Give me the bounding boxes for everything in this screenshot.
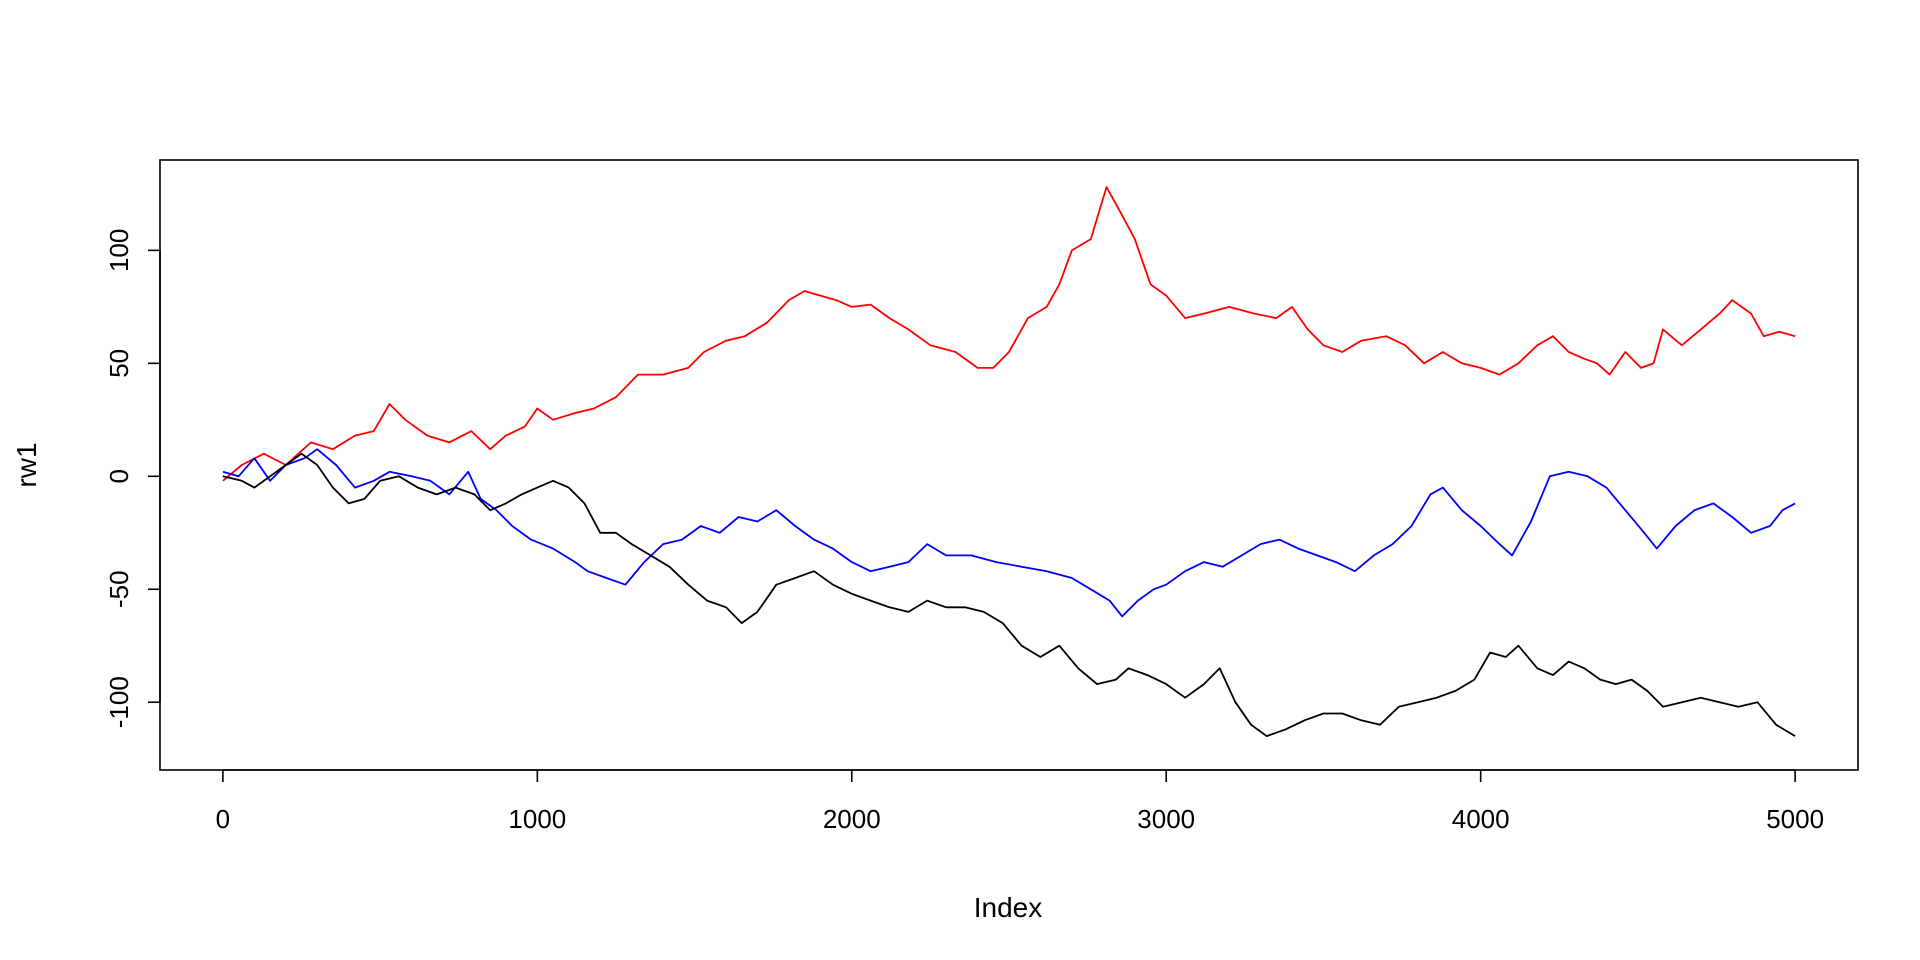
plot-frame xyxy=(159,159,1859,771)
series-layer xyxy=(222,186,1796,737)
x-tick-label: 0 xyxy=(216,804,230,834)
y-tick-label: -50 xyxy=(104,570,134,608)
x-tick-label: 5000 xyxy=(1766,804,1824,834)
x-axis: 0 1000 2000 3000 4000 5000 xyxy=(216,769,1824,834)
y-axis-title: rw1 xyxy=(11,442,42,487)
y-tick-label: 0 xyxy=(104,469,134,483)
x-tick-label: 4000 xyxy=(1452,804,1510,834)
series-line-3 xyxy=(222,452,1796,737)
series-line-1 xyxy=(222,186,1796,482)
y-tick-label: 100 xyxy=(104,229,134,272)
x-tick-label: 2000 xyxy=(823,804,881,834)
x-tick-label: 1000 xyxy=(508,804,566,834)
x-tick-label: 3000 xyxy=(1137,804,1195,834)
series-line-2 xyxy=(222,448,1796,618)
x-axis-title: Index xyxy=(974,892,1043,923)
y-tick-label: 50 xyxy=(104,349,134,378)
y-tick-label: -100 xyxy=(104,676,134,728)
y-axis: -100 -50 0 50 100 xyxy=(104,229,161,728)
